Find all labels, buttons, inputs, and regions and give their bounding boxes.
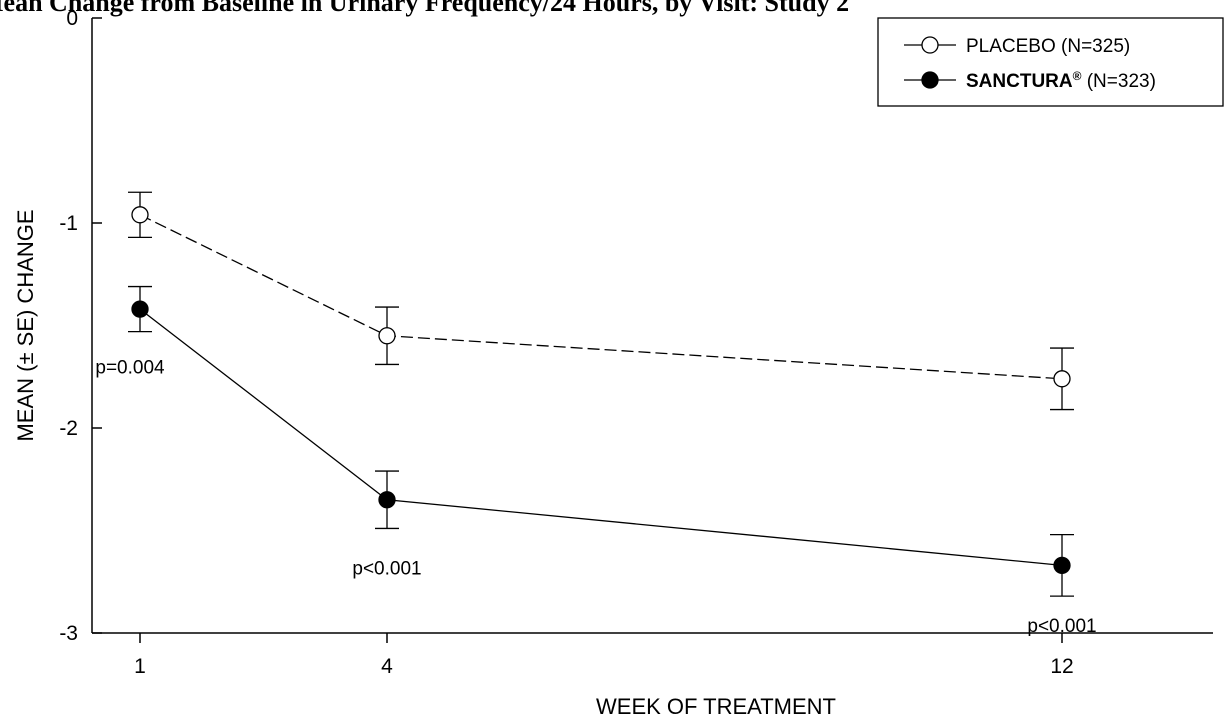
legend-item: PLACEBO (N=325) — [904, 36, 1130, 57]
series-line — [139, 308, 1063, 566]
data-point — [378, 327, 396, 345]
legend-label: SANCTURA® (N=323) — [966, 69, 1156, 92]
y-axis-label: MEAN (± SE) CHANGE — [13, 209, 38, 441]
chart-title: 4 – Mean Change from Baseline in Urinary… — [0, 0, 849, 17]
y-tick-label: 0 — [66, 7, 78, 30]
p-value-annotation: p=0.004 — [95, 358, 165, 379]
x-tick-label: 4 — [381, 655, 393, 678]
x-tick-label: 12 — [1050, 655, 1073, 678]
x-tick-label: 1 — [134, 655, 146, 678]
series-sanctura — [128, 285, 1074, 597]
legend: PLACEBO (N=325) SANCTURA® (N=323) — [877, 17, 1224, 107]
p-value-annotation: p<0.001 — [1027, 616, 1096, 637]
legend-box — [877, 17, 1224, 107]
series-placebo — [128, 191, 1074, 411]
y-tick-label: -3 — [59, 622, 78, 645]
p-value-annotation: p<0.001 — [352, 558, 421, 579]
x-axis-label: WEEK OF TREATMENT — [596, 694, 836, 719]
data-point — [131, 206, 149, 224]
legend-item: SANCTURA® (N=323) — [904, 69, 1156, 92]
axes: 0 -1 -2 -3 1 4 12 — [59, 7, 1213, 678]
data-point — [1053, 370, 1071, 388]
data-point — [1053, 556, 1071, 574]
legend-marker — [921, 71, 939, 89]
annotation-layer: p=0.004 p<0.001 p<0.001 — [95, 358, 1096, 637]
series-layer — [128, 191, 1074, 597]
series-line — [139, 214, 1063, 380]
data-point — [131, 300, 149, 318]
legend-label: PLACEBO (N=325) — [966, 36, 1130, 57]
y-tick-label: -2 — [59, 417, 78, 440]
y-tick-label: -1 — [59, 212, 78, 235]
data-point — [378, 491, 396, 509]
legend-marker — [921, 36, 939, 54]
